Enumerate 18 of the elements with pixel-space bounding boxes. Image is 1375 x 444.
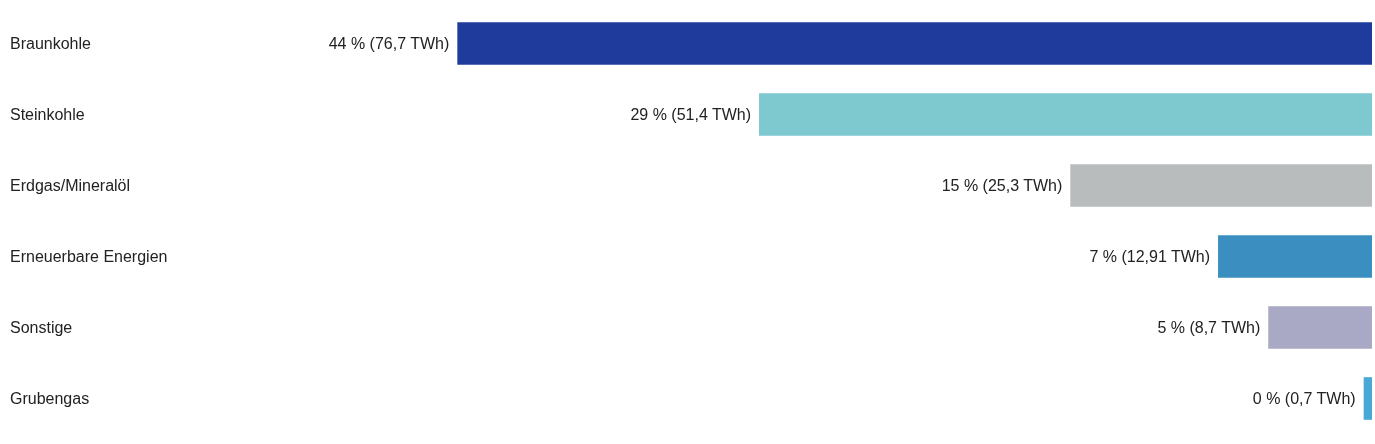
y-tick-label: Sonstige — [10, 319, 73, 336]
data-label: 44 % (76,7 TWh) — [328, 35, 450, 52]
data-label: 0 % (0,7 TWh) — [1252, 390, 1356, 407]
y-tick-label: Erneuerbare Energien — [10, 248, 168, 265]
bar — [457, 22, 1372, 65]
bar — [1268, 306, 1372, 349]
bar — [1363, 377, 1372, 420]
bar — [1218, 235, 1372, 278]
data-label: 7 % (12,91 TWh) — [1089, 248, 1211, 265]
data-label: 15 % (25,3 TWh) — [941, 177, 1063, 194]
data-label: 29 % (51,4 TWh) — [630, 106, 752, 123]
y-tick-label: Erdgas/Mineralöl — [10, 177, 131, 194]
y-tick-label: Braunkohle — [10, 35, 92, 52]
y-tick-label: Steinkohle — [10, 106, 85, 123]
y-tick-label: Grubengas — [10, 390, 90, 407]
bar — [759, 93, 1372, 136]
bar — [1070, 164, 1372, 207]
data-label: 5 % (8,7 TWh) — [1157, 319, 1261, 336]
